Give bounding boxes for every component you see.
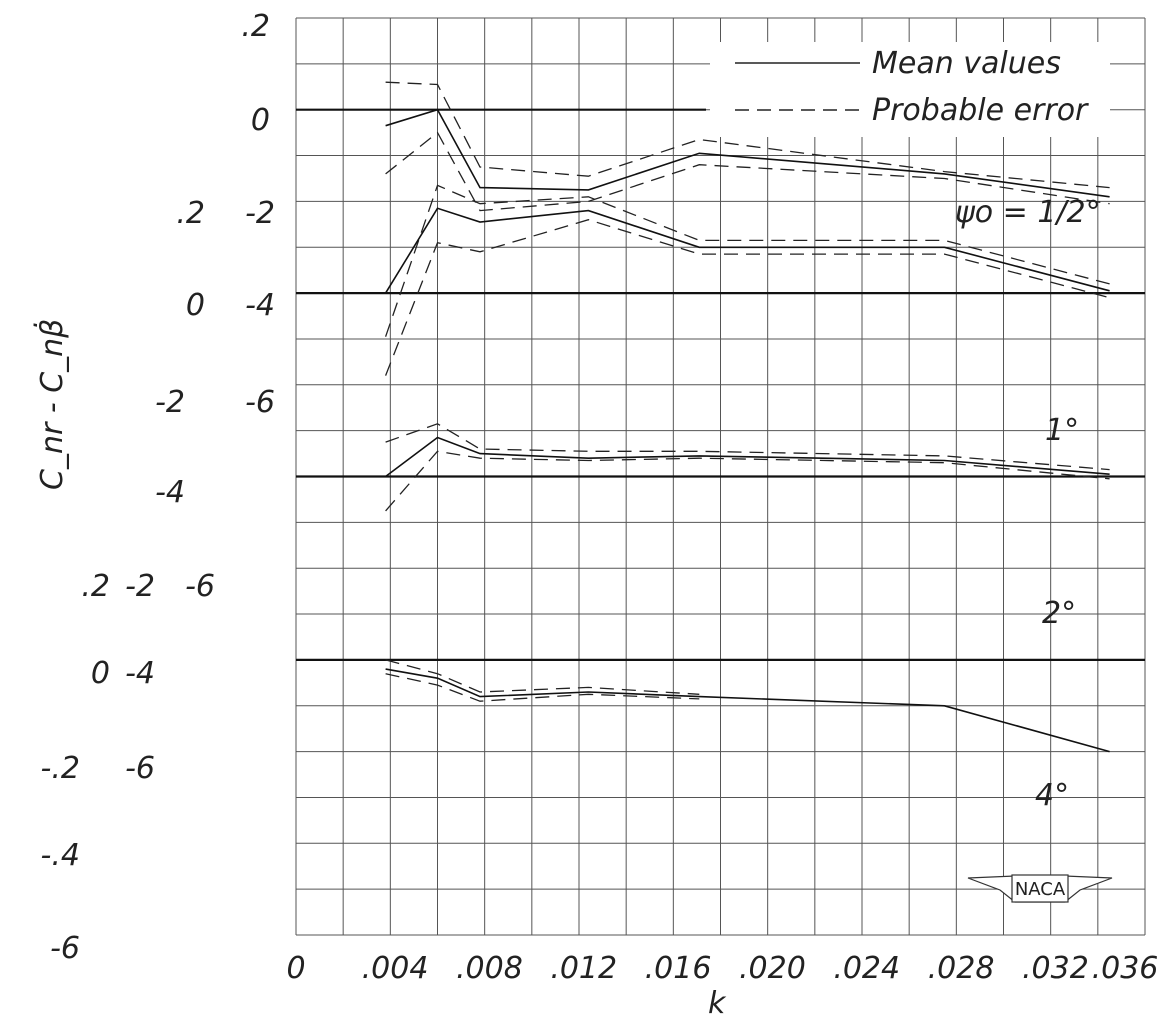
series-probable-error-lower: [385, 131, 1110, 212]
series-mean-values: [385, 436, 1110, 478]
x-axis-label: k: [708, 986, 727, 1019]
series: [384, 81, 1110, 753]
panel-label-1-degree: 1°: [1045, 413, 1079, 448]
naca-logo-text: NACA: [1015, 879, 1066, 900]
x-tick-label: 0: [286, 951, 305, 986]
y-tick-label: -6: [125, 751, 155, 786]
y-tick-label: -6: [50, 931, 80, 966]
x-tick-label: .008: [456, 951, 523, 986]
y-tick-label: -2: [155, 385, 185, 420]
x-tick-label: .012: [550, 951, 617, 986]
y-tick-label: 0: [91, 656, 110, 691]
series-mean-values: [384, 207, 1110, 294]
y-tick-label: -6: [245, 385, 275, 420]
naca-logo: NACA: [967, 874, 1113, 903]
series-probable-error-lower: [384, 219, 1110, 376]
y-tick-label: -2: [245, 196, 275, 231]
x-tick-label: .028: [928, 951, 995, 986]
legend-background: [710, 42, 1110, 137]
panel-label-half-degree: ψo = 1/2°: [955, 195, 1101, 230]
y-tick-label: -4: [245, 288, 275, 323]
x-tick-label: .016: [645, 951, 712, 986]
series-probable-error-upper: [384, 184, 1110, 337]
y-tick-label: .2: [81, 569, 110, 604]
panel-label-4-degree: 4°: [1035, 778, 1069, 813]
y-tick-label: -4: [155, 475, 185, 510]
y-tick-label: -2: [125, 569, 155, 604]
y-tick-label: -.2: [41, 751, 80, 786]
x-tick-label: .036: [1092, 951, 1159, 986]
series-probable-error-lower: [385, 673, 700, 702]
x-tick-label: .020: [739, 951, 806, 986]
legend-label-error: Probable error: [872, 93, 1089, 128]
y-tick-label: -6: [185, 569, 215, 604]
y-tick-label: 0: [186, 288, 205, 323]
panel-label-2-degree: 2°: [1042, 596, 1076, 631]
legend: Mean values Probable error: [710, 42, 1110, 137]
series-probable-error-upper: [385, 423, 1110, 471]
y-tick-label: -.4: [41, 838, 80, 873]
legend-label-mean: Mean values: [872, 46, 1061, 81]
y-tick-label: .2: [241, 9, 270, 44]
series-mean-values: [385, 108, 1110, 198]
tick-labels: 0 .004 .008 .012 .016 .020 .024 .028 .032.036 .2 0…: [41, 9, 1159, 986]
naca-logo-plate: [1011, 874, 1069, 903]
series-probable-error-lower: [385, 450, 1110, 512]
x-tick-label: .024: [833, 951, 900, 986]
y-tick-label: .2: [176, 196, 205, 231]
series-probable-error-upper: [385, 659, 700, 695]
zero-lines: [296, 108, 1145, 662]
series-mean-values: [385, 668, 1110, 753]
x-tick-label: .032: [1022, 951, 1089, 986]
y-tick-label: -4: [125, 656, 155, 691]
x-tick-label: .004: [362, 951, 429, 986]
y-axis-label: C_nr - C_nβ̇: [33, 319, 70, 490]
series-probable-error-upper: [385, 81, 1110, 189]
y-tick-label: 0: [251, 103, 270, 138]
